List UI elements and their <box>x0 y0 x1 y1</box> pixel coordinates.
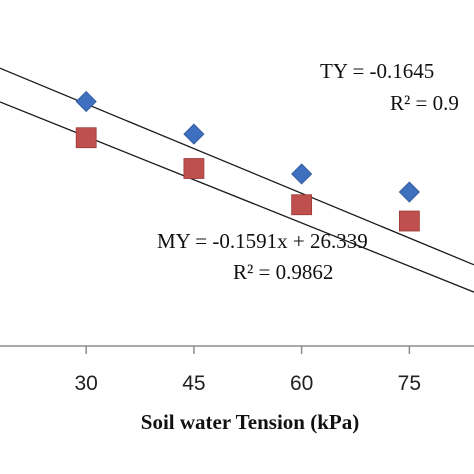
series-2-point <box>183 158 205 179</box>
series-1-point <box>291 163 313 185</box>
series-1-point <box>183 123 205 145</box>
series-2-point <box>291 194 313 216</box>
data-points <box>75 90 420 232</box>
ty-r2: R² = 0.9 <box>390 91 459 115</box>
series-1-point <box>75 90 97 113</box>
ty-equation: TY = -0.1645 <box>320 59 434 83</box>
x-tick-label: 75 <box>398 372 421 395</box>
my-r2: R² = 0.9862 <box>233 260 333 284</box>
x-axis-title: Soil water Tension (kPa) <box>141 410 359 434</box>
x-tick-label: 60 <box>290 372 313 395</box>
x-axis-ticks: 30 45 60 75 <box>75 346 421 395</box>
x-tick-label: 45 <box>182 372 205 395</box>
series-1-point <box>398 181 420 203</box>
x-tick-label: 30 <box>75 372 98 395</box>
series-2-point <box>75 127 97 149</box>
my-equation: MY = -0.1591x + 26.339 <box>157 229 368 253</box>
series-2-point <box>398 210 420 232</box>
